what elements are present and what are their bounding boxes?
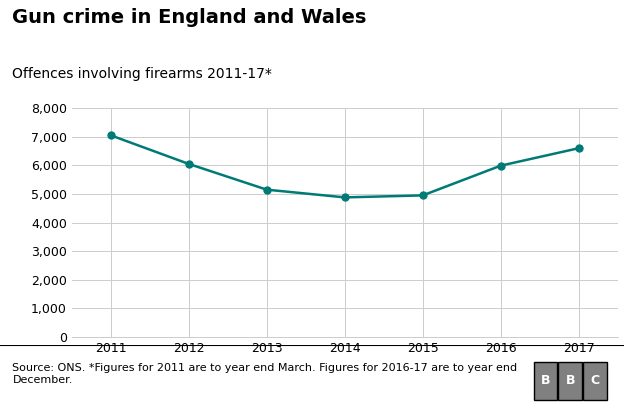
Text: Offences involving firearms 2011-17*: Offences involving firearms 2011-17* xyxy=(12,67,272,81)
FancyBboxPatch shape xyxy=(558,362,582,401)
FancyBboxPatch shape xyxy=(534,362,557,401)
FancyBboxPatch shape xyxy=(583,362,607,401)
Text: Source: ONS. *Figures for 2011 are to year end March. Figures for 2016-17 are to: Source: ONS. *Figures for 2011 are to ye… xyxy=(12,363,517,384)
Text: B: B xyxy=(540,374,550,387)
Text: Gun crime in England and Wales: Gun crime in England and Wales xyxy=(12,8,367,27)
Text: B: B xyxy=(565,374,575,387)
Text: C: C xyxy=(591,374,600,387)
